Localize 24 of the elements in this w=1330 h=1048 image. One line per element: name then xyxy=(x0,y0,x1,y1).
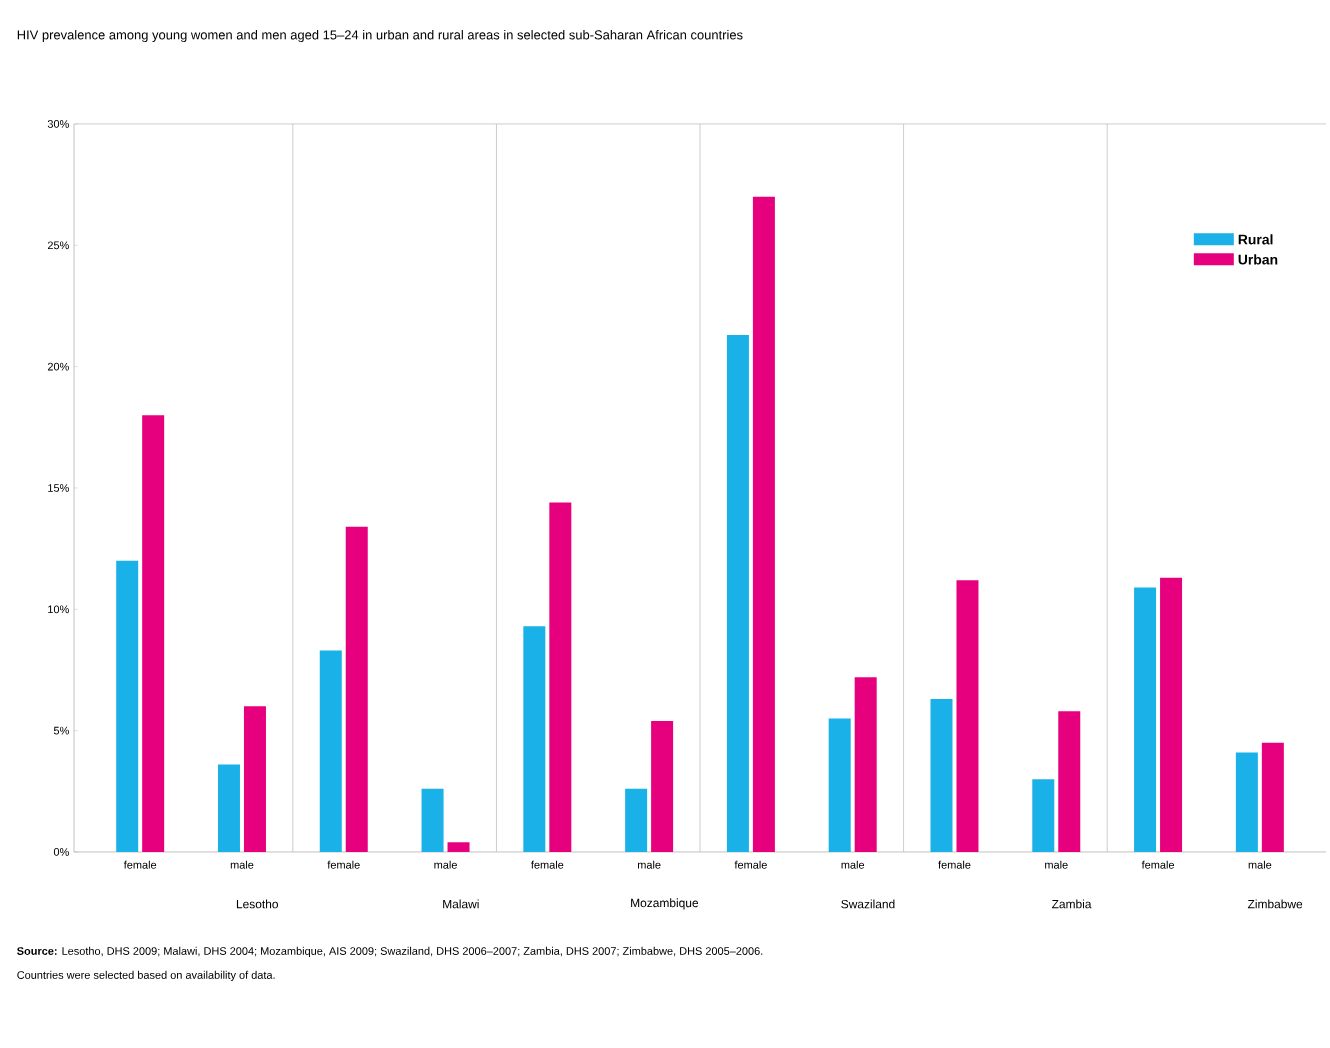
bar xyxy=(1058,711,1081,852)
bar xyxy=(523,626,546,852)
bar xyxy=(1261,742,1284,852)
bar xyxy=(1160,577,1183,852)
bar xyxy=(142,415,165,852)
bar xyxy=(828,718,851,852)
bar xyxy=(345,526,368,852)
bar xyxy=(651,720,674,852)
bar xyxy=(217,764,240,852)
bar xyxy=(930,699,953,852)
bar xyxy=(243,706,266,852)
bar xyxy=(956,580,979,852)
bar xyxy=(1235,752,1258,852)
bar xyxy=(549,502,572,852)
bar xyxy=(1032,779,1055,852)
bar xyxy=(1134,587,1157,852)
bar xyxy=(752,196,775,852)
bar xyxy=(421,788,444,852)
bar xyxy=(854,677,877,852)
bar xyxy=(116,560,139,852)
bar xyxy=(625,788,648,852)
bar xyxy=(447,842,470,852)
bar xyxy=(319,650,342,852)
bar xyxy=(726,335,749,852)
